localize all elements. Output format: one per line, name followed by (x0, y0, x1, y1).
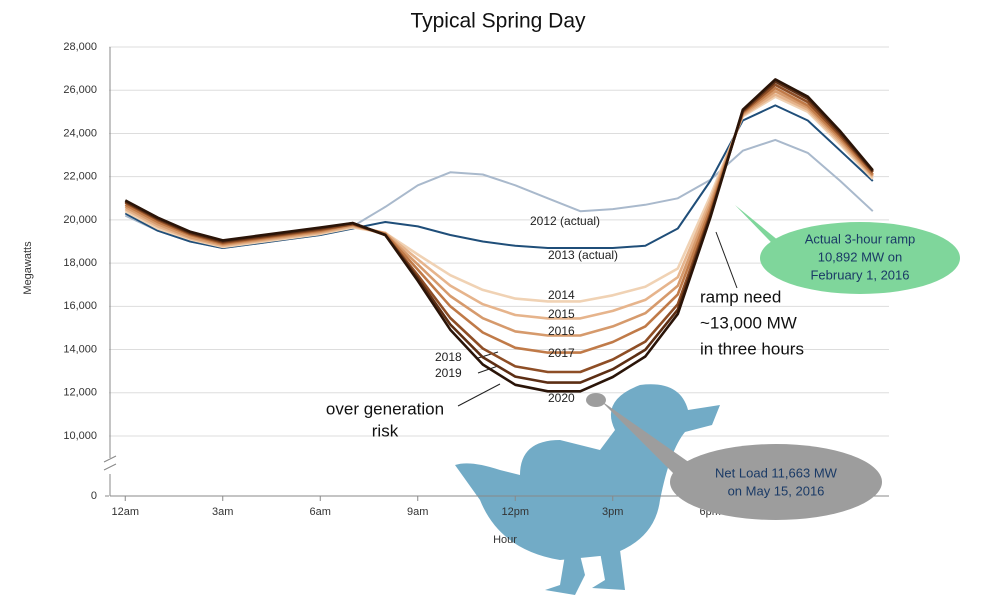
duck-body (455, 384, 720, 560)
annotation: Net Load 11,663 MW (715, 465, 838, 480)
y-tick-label: 12,000 (63, 387, 97, 399)
annotation: ~13,000 MW (700, 313, 797, 332)
bubble-tail (600, 400, 700, 490)
y-tick-label: 10,000 (63, 430, 97, 442)
annotation: risk (372, 421, 399, 440)
axis-break (103, 455, 117, 471)
duck (455, 384, 720, 595)
x-tick-label: 3pm (602, 506, 623, 518)
chart-title: Typical Spring Day (410, 10, 586, 33)
annotation: on May 15, 2016 (728, 483, 825, 498)
series-label: 2015 (548, 307, 575, 321)
y-tick-label: 20,000 (63, 214, 97, 226)
annotation: February 1, 2016 (810, 267, 909, 282)
series-line (124, 80, 874, 384)
y-tick-label: 22,000 (63, 171, 97, 183)
y-tick-label: 28,000 (63, 41, 97, 53)
pointer (715, 231, 738, 289)
series-line (124, 78, 874, 393)
x-tick-label: 6am (310, 506, 331, 518)
y-tick-label: 18,000 (63, 257, 97, 269)
series-label: 2020 (548, 391, 575, 405)
annotation: ramp need (700, 287, 781, 306)
series-line (124, 93, 874, 320)
pointer (457, 383, 501, 407)
y-tick-label: 16,000 (63, 300, 97, 312)
annotation: 10,892 MW on (818, 249, 903, 264)
series-line (124, 95, 874, 303)
series-label: 2017 (548, 346, 575, 360)
x-axis-label: Hour (493, 534, 517, 546)
y-tick-label: 0 (91, 490, 97, 502)
series-label: 2013 (actual) (548, 248, 618, 262)
series-line (124, 138, 874, 249)
duck-feet (545, 550, 625, 595)
bubble-dot (586, 393, 606, 407)
y-tick-label: 14,000 (63, 343, 97, 355)
y-axis-label: Megawatts (22, 241, 34, 295)
y-tick-label: 24,000 (63, 127, 97, 139)
annotation: over generation (326, 399, 444, 418)
annotation: Actual 3-hour ramp (805, 231, 916, 246)
callout-bubble (670, 444, 882, 520)
callout-bubble (760, 222, 960, 294)
pointer (477, 365, 499, 374)
x-tick-label: 3am (212, 506, 233, 518)
x-tick-label: 12pm (501, 506, 529, 518)
series-label: 2014 (548, 288, 575, 302)
annotation: in three hours (700, 339, 804, 358)
series-label: 2012 (actual) (530, 214, 600, 228)
series-label: 2019 (435, 366, 462, 380)
series-label: 2016 (548, 324, 575, 338)
x-tick-label: 9am (407, 506, 428, 518)
x-tick-label: 12am (111, 506, 139, 518)
series-label: 2018 (435, 350, 462, 364)
y-tick-label: 26,000 (63, 84, 97, 96)
grid (109, 46, 889, 437)
